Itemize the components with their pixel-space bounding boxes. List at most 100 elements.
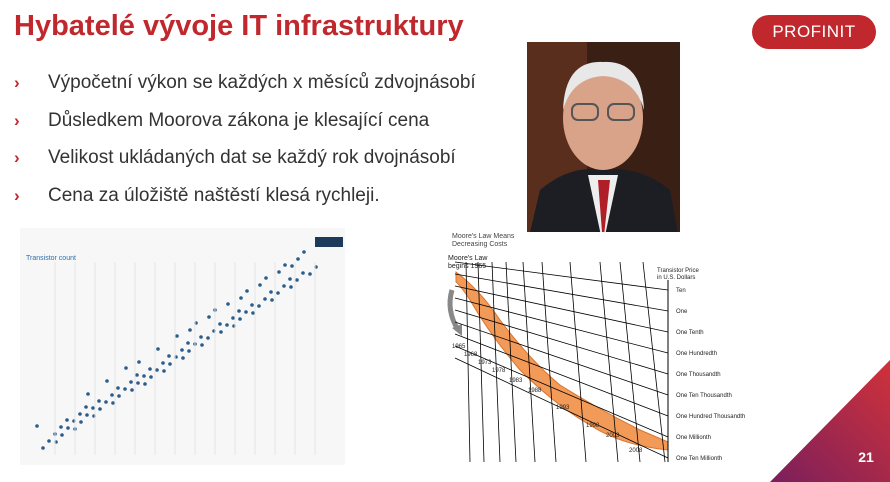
bullet-text: Velikost ukládaných dat se každý rok dvo…: [48, 147, 456, 168]
scatter-dot: [98, 407, 102, 411]
year-label: 1983: [509, 378, 523, 384]
year-label: 1973: [478, 360, 492, 366]
grid-line: [465, 261, 471, 463]
scatter-dot: [104, 400, 108, 404]
scatter-dot: [277, 270, 281, 274]
scatter-dot: [226, 302, 230, 306]
bullet: › Důsledkem Moorova zákona je klesající c…: [14, 108, 476, 146]
bullet-text: Cena za úložiště naštěstí klesá rychleji…: [48, 184, 380, 206]
scatter-dot: [289, 285, 293, 289]
grid-line: [454, 261, 669, 291]
scatter-dot: [302, 250, 306, 254]
chart-background: [440, 232, 725, 465]
scatter-dot: [92, 414, 96, 418]
chart-tag: [315, 237, 343, 247]
scatter-dot: [257, 304, 261, 308]
bullet: › Výpočetní výkon se každých x měsíců zdv…: [14, 70, 476, 108]
scatter-dot: [296, 257, 300, 261]
scatter-dot: [156, 347, 160, 351]
scatter-dot: [124, 366, 128, 370]
scatter-dot: [263, 297, 267, 301]
photo-glasses: [607, 103, 635, 121]
level-label: One: [676, 309, 688, 315]
scatter-dot: [207, 315, 211, 319]
level-label: One Millionth: [676, 435, 711, 441]
year-label: 1998: [586, 423, 600, 429]
scatter-dot: [237, 309, 241, 313]
scatter-dot: [251, 311, 255, 315]
scatter-dot: [282, 284, 286, 288]
grid-line: [599, 261, 619, 463]
grid-line: [541, 261, 557, 463]
grid-line: [619, 261, 641, 463]
photo-face: [563, 66, 643, 170]
scatter-dot: [199, 335, 203, 339]
grid-line: [505, 261, 517, 463]
level-label: One Thousandth: [676, 372, 721, 378]
photo: [527, 42, 680, 245]
scatter-dot: [66, 426, 70, 430]
slide-title: Hybatelé vývoje IT infrastruktury: [14, 10, 464, 42]
photo-background: [527, 42, 680, 245]
scatter-dot: [78, 412, 82, 416]
scatter-dot: [288, 277, 292, 281]
scatter-dot: [206, 336, 210, 340]
scatter-dot: [269, 290, 273, 294]
page-number: 21: [858, 449, 874, 465]
grid-line: [454, 333, 669, 417]
scatter-dot: [142, 374, 146, 378]
scatter-dot: [47, 439, 51, 443]
scatter-dot: [276, 291, 280, 295]
scatter-dot: [130, 388, 134, 392]
scatter-dot: [238, 317, 242, 321]
chart-title: Decreasing Costs: [452, 241, 508, 248]
bullet: › Velikost ukládaných dat se každý rok dv…: [14, 145, 476, 183]
grid-line: [454, 273, 669, 312]
scatter-dot: [231, 316, 235, 320]
start-label: begins 1965: [448, 263, 486, 270]
level-label: One Hundred Thousandth: [676, 414, 745, 420]
grid-line: [454, 321, 669, 396]
scatter-dot: [65, 418, 69, 422]
scatter-dot: [218, 322, 222, 326]
photo-suit: [527, 169, 680, 245]
scatter-dot: [84, 405, 88, 409]
year-label: 1965: [452, 344, 466, 350]
scatter-dot: [85, 413, 89, 417]
logo: PROFINIT: [752, 15, 876, 49]
grid-line: [454, 345, 669, 438]
grid-line: [491, 261, 501, 463]
scatter-dot: [244, 310, 248, 314]
photo-glasses: [571, 103, 599, 121]
level-label: One Ten Millionth: [676, 456, 722, 462]
arrow: [447, 289, 461, 332]
scatter-dot: [200, 343, 204, 347]
scatter-dot: [53, 432, 57, 436]
level-label: One Hundredth: [676, 351, 717, 357]
photo-tie: [598, 180, 610, 245]
chart-background: [20, 228, 345, 465]
bullet-text: Výpočetní výkon se každých x měsíců zdvo…: [48, 72, 476, 93]
scatter-dot: [162, 369, 166, 373]
scatter-dot: [111, 401, 115, 405]
grid-line: [454, 357, 669, 459]
scatter-dot: [54, 440, 58, 444]
axis-title: in U.S. Dollars: [657, 275, 695, 281]
grid-line: [522, 261, 536, 463]
scatter-dot: [225, 323, 229, 327]
scatter-dot: [295, 278, 299, 282]
scatter-dot: [116, 386, 120, 390]
grid-line: [454, 309, 669, 375]
arrow-head: [452, 324, 462, 336]
bullet-text: Důsledkem Moorova zákona je klesající ce…: [48, 109, 430, 131]
scatter-dot: [213, 308, 217, 312]
scatter-dot: [167, 354, 171, 358]
scatter-dot: [250, 303, 254, 307]
scatter-dot: [123, 387, 127, 391]
scatter-dot: [155, 368, 159, 372]
bullet-icon: ›: [14, 185, 20, 205]
scatter-dot: [161, 361, 165, 365]
axis-title: Transistor Price: [657, 268, 699, 274]
